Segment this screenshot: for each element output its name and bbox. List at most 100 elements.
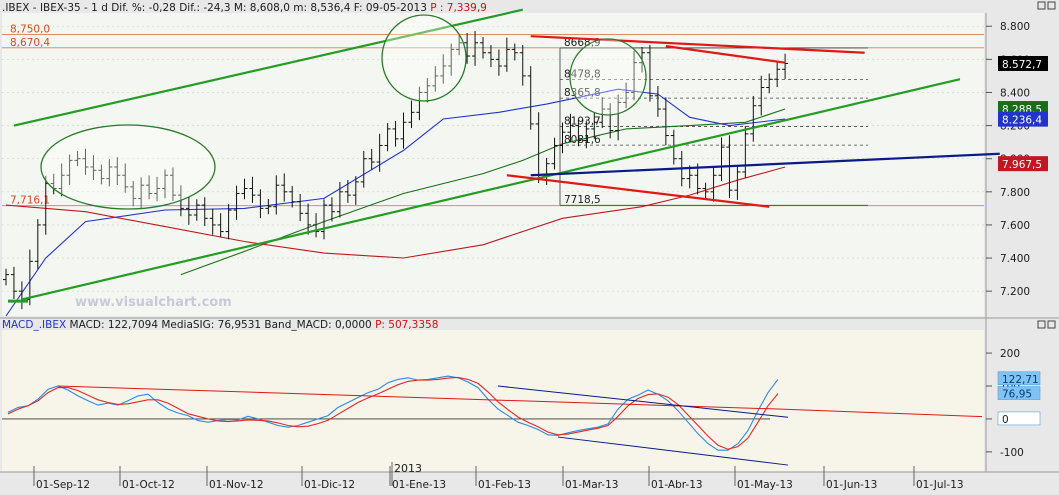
price-trendline (665, 45, 786, 64)
ohlc-bar (305, 203, 312, 235)
ohlc-bar (336, 182, 343, 218)
time-axis-label: 01-Sep-12 (36, 479, 90, 491)
ohlc-bar (583, 121, 590, 149)
price-axis-label: 8.400 (1000, 87, 1030, 99)
ohlc-bar (3, 268, 9, 286)
ohlc-bar (519, 44, 526, 86)
ohlc-bar (774, 61, 781, 88)
ohlc-bar (10, 266, 17, 299)
ohlc-bar (154, 176, 161, 202)
macd-trendline (57, 385, 779, 410)
price-badge (998, 156, 1048, 172)
ohlc-bar (281, 173, 288, 202)
ohlc-bar (313, 213, 320, 238)
macd-badge-label: 0 (1002, 414, 1009, 426)
time-axis-label: 01-Dic-12 (304, 479, 355, 491)
macd-badge-label: 122,71 (1002, 374, 1039, 386)
ohlc-bar (662, 97, 669, 146)
ohlc-bar (766, 73, 773, 94)
ohlc-bar (742, 126, 749, 178)
ohlc-bar (456, 35, 463, 56)
macd-header-text: MACD_.IBEX MACD: 122,7094 MediaSIG: 76,9… (2, 319, 438, 331)
pattern-ellipse (569, 38, 647, 116)
ohlc-bar (209, 208, 216, 235)
macd-badge (997, 386, 1041, 400)
ohlc-bar (384, 123, 391, 152)
ohlc-bar (408, 100, 415, 129)
ohlc-bar (162, 169, 168, 199)
time-axis-label: 01-Nov-12 (209, 479, 264, 491)
ohlc-bar (185, 196, 192, 225)
ohlc-bar (448, 43, 455, 76)
macd-trendline (557, 436, 789, 466)
macd-badge-label: 76,95 (1002, 389, 1032, 401)
ohlc-bar (169, 167, 176, 201)
ohlc-bar (257, 189, 264, 219)
ohlc-bar (702, 182, 709, 200)
ohlc-bar (503, 37, 510, 72)
fib-level-label: 8365,8 (564, 87, 601, 99)
ohlc-bar (416, 86, 423, 121)
ohlc-bar (265, 198, 272, 215)
ohlc-bar (122, 163, 129, 193)
price-axis-label: 8.800 (1000, 21, 1030, 33)
ohlc-bar (233, 185, 240, 220)
ohlc-bar (758, 75, 765, 116)
fib-level-label: 8193,7 (564, 116, 601, 128)
time-axis-label: 01-May-13 (737, 479, 793, 491)
ohlc-bar (90, 155, 97, 181)
price-axis-label: 7.200 (1000, 286, 1030, 298)
macd-trendline (777, 408, 983, 418)
time-axis-label: 01-Jul-13 (916, 479, 964, 491)
time-axis-label: 01-Abr-13 (651, 479, 703, 491)
time-axis: 01-Sep-12 01-Oct-12 01-Nov-12 01-Dic-12 01-E… (33, 462, 964, 491)
ohlc-bar (750, 95, 757, 142)
ohlc-bar (511, 43, 518, 61)
price-chart[interactable]: 8.8008.6008.4008.2008.0007.8007.6007.400… (2, 8, 1048, 317)
ohlc-bar (782, 53, 789, 80)
ohlc-bar (718, 137, 725, 182)
ohlc-bar (424, 78, 431, 103)
ohlc-bar (74, 150, 81, 167)
macd-axis-label: 200 (1000, 348, 1020, 360)
time-axis-label: 01-Mar-13 (565, 479, 618, 491)
ohlc-bar (686, 165, 693, 189)
ohlc-bar (193, 199, 200, 221)
price-axis-label: 7.800 (1000, 187, 1030, 199)
macd-panel-bg (2, 330, 984, 472)
watermark: www.visualchart.com (75, 295, 232, 310)
macd-badge (997, 411, 1041, 426)
ohlc-bar (225, 204, 232, 240)
ohlc-bar (734, 166, 741, 200)
ohlc-bar (217, 213, 224, 238)
ohlc-bar (631, 50, 638, 101)
fib-level-label: 8478,8 (564, 68, 601, 80)
moving-average-line (5, 88, 786, 317)
ohlc-bar (400, 112, 407, 149)
ohlc-bar (567, 113, 574, 142)
price-badge (998, 55, 1048, 71)
ohlc-bar (273, 175, 280, 215)
ohlc-bar (344, 180, 351, 203)
ohlc-bar (26, 249, 33, 306)
ohlc-bar (201, 197, 208, 227)
ohlc-bar (646, 44, 653, 102)
time-axis-label: 01-Jun-13 (826, 479, 877, 491)
ohlc-bar (106, 159, 113, 187)
price-panel-toggle[interactable] (1037, 1, 1056, 10)
ohlc-bar (376, 133, 383, 172)
ohlc-bar (138, 177, 145, 209)
ohlc-bar (480, 37, 486, 59)
year-marker: 2013 (394, 462, 422, 475)
price-badge-label: 8.572,7 (1002, 59, 1042, 71)
fib-level-label: 7718,5 (564, 194, 601, 206)
ohlc-bar (321, 199, 327, 240)
ohlc-bar (575, 119, 582, 147)
ohlc-bar (607, 103, 614, 139)
ohlc-bar (368, 148, 375, 170)
ohlc-bar (34, 219, 41, 270)
time-axis-label: 01-Feb-13 (478, 479, 531, 491)
macd-panel-toggle[interactable] (1037, 320, 1056, 329)
